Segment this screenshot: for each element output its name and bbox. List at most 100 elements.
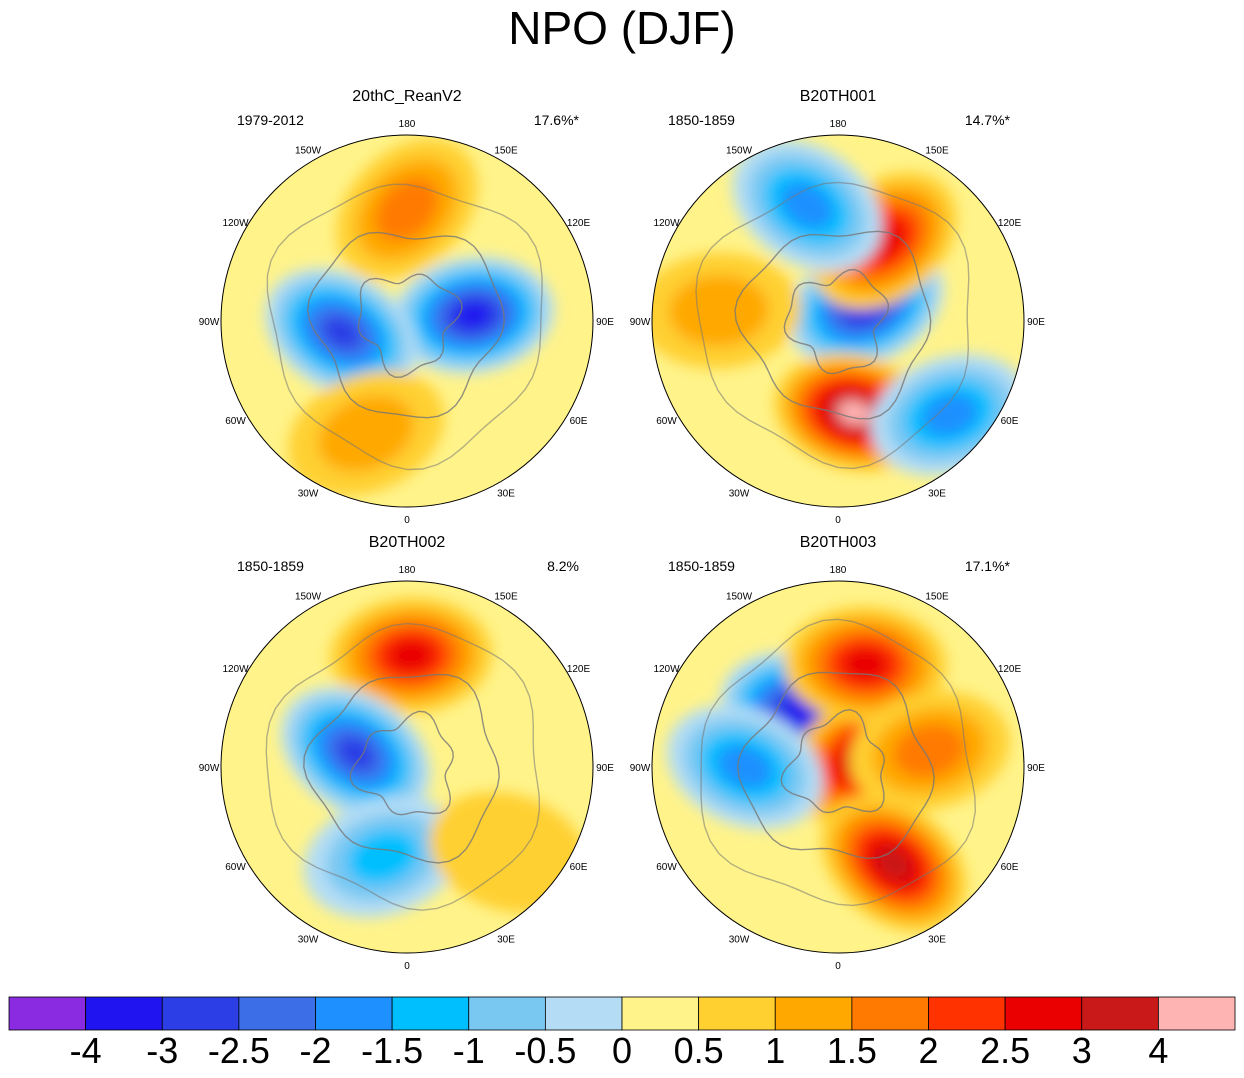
period-label: 1850-1859 (668, 558, 735, 574)
lon-label: 120E (567, 664, 591, 675)
colorbar-swatch (928, 996, 1006, 1031)
lon-label: 120W (653, 664, 680, 675)
lon-label: 30W (298, 489, 319, 500)
colorbar-label: 1.5 (827, 1030, 877, 1071)
colorbar-label: 3 (1072, 1030, 1092, 1071)
lon-label: 90W (199, 317, 220, 328)
lon-label: 90W (199, 763, 220, 774)
coastlines (695, 181, 970, 470)
colorbar-label: -1 (453, 1030, 485, 1071)
lon-label: 30W (729, 489, 750, 500)
lon-label: 150E (925, 592, 949, 603)
colorbar-label: 0.5 (674, 1030, 724, 1071)
lon-label: 180 (399, 119, 416, 130)
map-border (651, 580, 1025, 954)
lon-label: 60E (1001, 862, 1019, 873)
colorbar-label: 2.5 (980, 1030, 1030, 1071)
anomaly-center (336, 138, 478, 280)
colorbar-swatch (621, 996, 700, 1031)
colorbar-swatch (1004, 996, 1083, 1031)
lon-label: 30E (497, 935, 515, 946)
colorbar-swatch (85, 996, 163, 1031)
map-panel-4: 180 150E 120E 90E 60E 30E 0 30W 60W 90W 120W 150W B2… (630, 534, 1046, 972)
anomaly-center (732, 139, 882, 272)
lon-label: 30E (928, 935, 946, 946)
lon-label: 90E (1027, 317, 1045, 328)
panel-title: B20TH003 (800, 534, 877, 551)
lon-label: 150E (925, 146, 949, 157)
colorbar-swatch (391, 996, 470, 1031)
colorbar-label: -1.5 (361, 1030, 423, 1071)
lon-label: 60W (656, 862, 677, 873)
lon-label: 60E (1001, 416, 1019, 427)
field-fill (652, 581, 1024, 953)
variance-label: 14.7%* (965, 112, 1011, 128)
period-label: 1850-1859 (668, 112, 735, 128)
lon-label: 150E (494, 146, 518, 157)
lon-label: 60W (225, 862, 246, 873)
anomaly-center (429, 791, 589, 913)
colorbar-swatch (851, 996, 929, 1031)
colorbar-swatch (468, 996, 546, 1031)
anomaly-center (666, 704, 824, 830)
anomaly-center (652, 252, 801, 369)
lon-label: 0 (404, 515, 410, 526)
lon-label: 120E (998, 664, 1022, 675)
map-panel-1: 180 150E 120E 90E 60E 30E 0 30W 60W 90W 120W 150W 20… (199, 88, 615, 526)
lon-label: 90W (630, 317, 651, 328)
lon-label: 60W (656, 416, 677, 427)
lon-label: 30W (298, 935, 319, 946)
panel-title: B20TH001 (800, 88, 877, 105)
period-label: 1979-2012 (237, 112, 304, 128)
field-fill (221, 135, 593, 507)
anomaly-center (265, 268, 419, 397)
coastlines (265, 622, 541, 911)
lon-label: 90E (596, 317, 614, 328)
coastlines (700, 618, 977, 907)
colorbar-swatch (1157, 996, 1236, 1031)
colorbar-swatch (544, 996, 623, 1031)
coastlines (266, 183, 543, 471)
colorbar-swatch (698, 996, 776, 1031)
lon-label: 180 (399, 565, 416, 576)
colorbar-swatch (238, 996, 316, 1031)
lon-label: 120W (653, 218, 680, 229)
lon-label: 90W (630, 763, 651, 774)
anomaly-center (392, 256, 555, 374)
map-panel-3: 180 150E 120E 90E 60E 30E 0 30W 60W 90W 120W 150W B2… (199, 534, 615, 972)
lon-label: 60W (225, 416, 246, 427)
map-border (651, 134, 1025, 508)
lon-label: 120E (998, 218, 1022, 229)
panel-title: B20TH002 (369, 534, 446, 551)
colorbar: -4 -3 -2.5 -2 -1.5 -1 -0.5 0 0.5 1 1.5 2 2.5 3 4 (0, 990, 1244, 1078)
colorbar-label: -3 (146, 1030, 178, 1071)
lon-label: 150W (295, 146, 322, 157)
lon-label: 120W (222, 664, 249, 675)
lon-label: 60E (570, 862, 588, 873)
lon-label: 30E (928, 489, 946, 500)
colorbar-swatch (315, 996, 393, 1031)
colorbar-label: 2 (918, 1030, 938, 1071)
anomaly-center (820, 795, 967, 932)
map-panel-2: 180 150E 120E 90E 60E 30E 0 30W 60W 90W 120W 150W B2… (630, 88, 1046, 526)
lon-label: 0 (835, 515, 841, 526)
variance-label: 8.2% (547, 558, 579, 574)
colorbar-label: 4 (1148, 1030, 1168, 1071)
lon-label: 150W (295, 592, 322, 603)
lon-label: 120W (222, 218, 249, 229)
lon-label: 180 (830, 565, 847, 576)
period-label: 1850-1859 (237, 558, 304, 574)
lon-label: 90E (596, 763, 614, 774)
anomaly-center (303, 795, 463, 918)
colorbar-swatch (774, 996, 853, 1031)
variance-label: 17.1%* (965, 558, 1011, 574)
map-border (220, 580, 594, 954)
lon-label: 0 (404, 961, 410, 972)
field-fill (221, 581, 593, 953)
variance-label: 17.6%* (534, 112, 580, 128)
colorbar-swatch (1081, 996, 1159, 1031)
lon-label: 30E (497, 489, 515, 500)
panel-title: 20thC_ReanV2 (352, 88, 462, 105)
figure-title: NPO (DJF) (508, 2, 736, 54)
